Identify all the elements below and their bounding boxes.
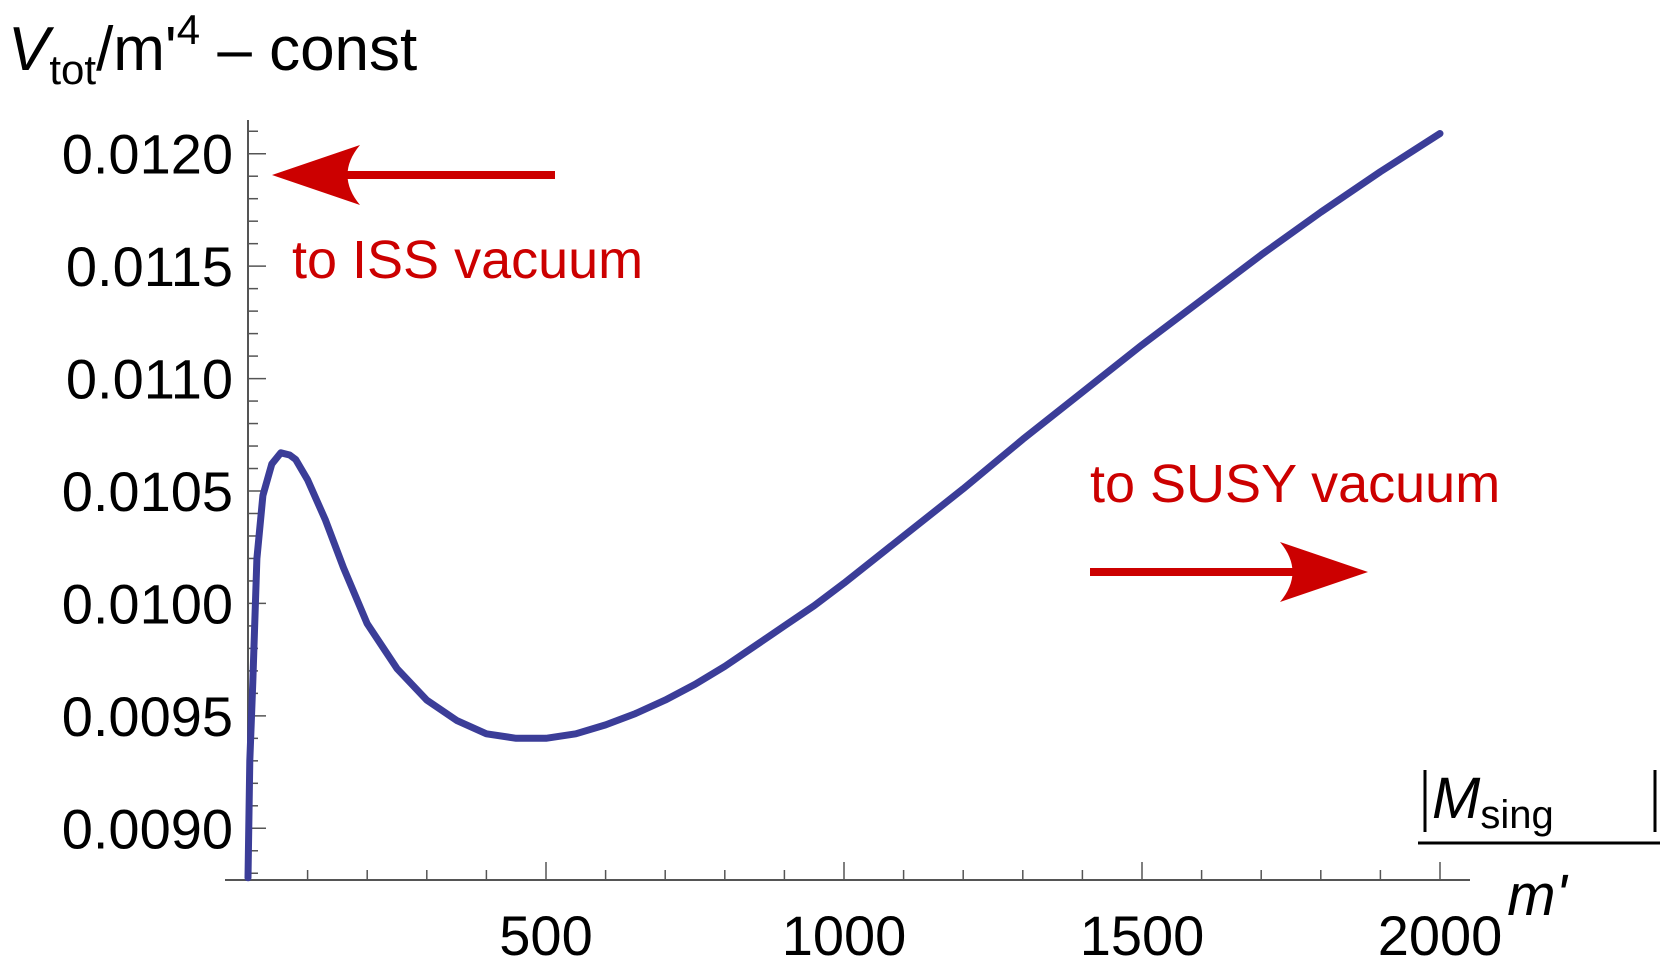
series-line — [244, 130, 1444, 882]
susy-annotation: to SUSY vacuum — [1090, 454, 1500, 602]
susy-annotation-text: to SUSY vacuum — [1090, 454, 1500, 514]
y-tick-label: 0.0120 — [62, 123, 233, 186]
x-tick-label: 1000 — [782, 904, 907, 967]
y-axis-title-mid: /m' — [96, 15, 177, 84]
x-axis-title: Msing m' — [1418, 766, 1660, 928]
y-axis-title: Vtot/m'4 – const — [8, 6, 417, 93]
y-axis-title-sub: tot — [49, 46, 96, 93]
x-tick-label: 1500 — [1080, 904, 1205, 967]
y-tick-label: 0.0100 — [62, 572, 233, 635]
x-axis-title-numerator-sub: sing — [1480, 793, 1553, 837]
y-axis-title-main: V — [8, 15, 55, 84]
x-axis-title-denominator: m' — [1507, 863, 1568, 928]
y-tick-label: 0.0110 — [66, 348, 233, 411]
x-tick-label: 2000 — [1378, 904, 1503, 967]
y-tick-label: 0.0090 — [62, 797, 233, 860]
y-axis-title-sup: 4 — [177, 6, 200, 53]
susy-arrow-head — [1280, 542, 1368, 602]
x-tick-label: 500 — [499, 904, 592, 967]
axes: 0.0090 0.0095 0.0100 0.0105 0.0110 0.0115 0.01… — [62, 120, 1503, 967]
y-tick-label: 0.0095 — [62, 685, 233, 748]
iss-annotation: to ISS vacuum — [272, 145, 643, 290]
y-axis-title-tail: – const — [200, 15, 417, 84]
iss-arrow-head — [272, 145, 360, 205]
y-tick-label: 0.0105 — [62, 460, 233, 523]
x-axis-title-numerator-main: M — [1432, 766, 1481, 831]
y-tick-label: 0.0115 — [66, 235, 233, 298]
iss-annotation-text: to ISS vacuum — [292, 230, 643, 290]
curve-layer — [244, 130, 1444, 882]
x-axis-title-numerator: Msing — [1432, 766, 1554, 837]
